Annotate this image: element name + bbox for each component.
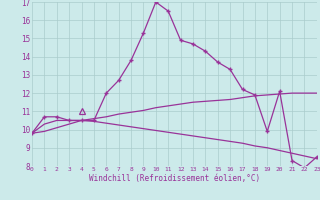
X-axis label: Windchill (Refroidissement éolien,°C): Windchill (Refroidissement éolien,°C) [89, 174, 260, 183]
